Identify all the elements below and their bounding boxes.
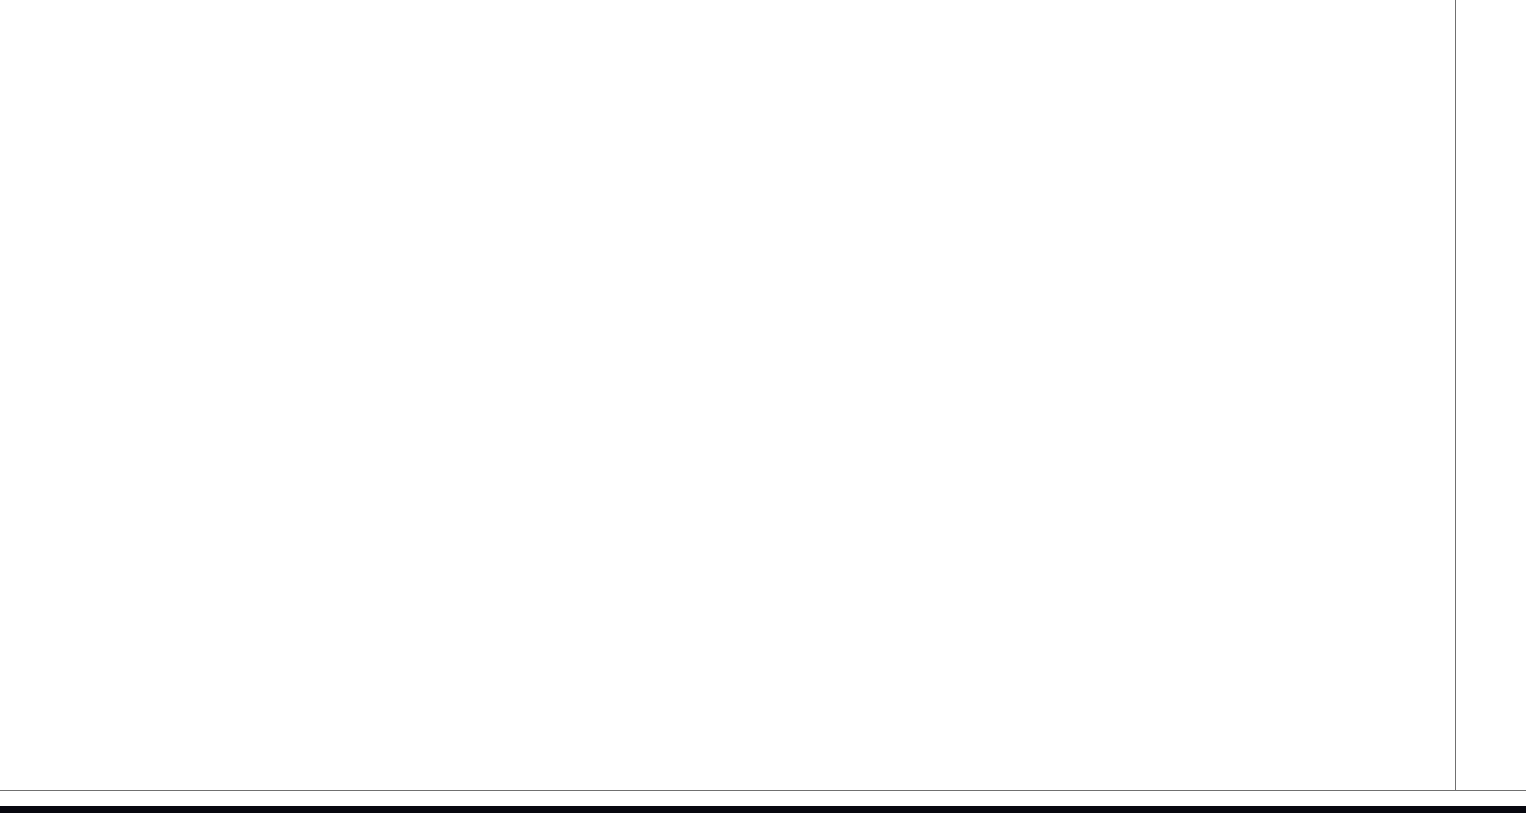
time-axis[interactable] xyxy=(0,790,1526,806)
price-chart[interactable] xyxy=(0,0,1455,633)
macd-panel[interactable] xyxy=(0,633,1455,790)
price-axis[interactable] xyxy=(1455,0,1526,790)
window-bottom-edge xyxy=(0,806,1526,813)
chart-area[interactable] xyxy=(0,0,1455,790)
